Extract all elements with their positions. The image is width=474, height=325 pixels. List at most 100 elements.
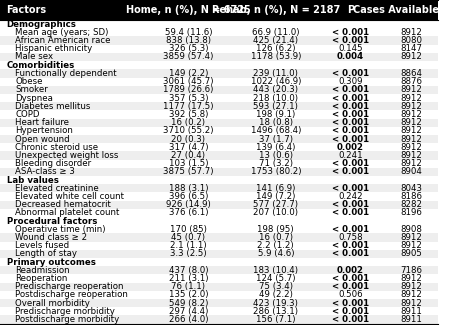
Bar [0, 110, 438, 119]
Text: 1789 (26.6): 1789 (26.6) [163, 85, 213, 94]
Text: 156 (7.1): 156 (7.1) [256, 315, 296, 324]
Text: ASA-class ≥ 3: ASA-class ≥ 3 [15, 167, 75, 176]
Text: Rehab, n (%), N = 2187: Rehab, n (%), N = 2187 [212, 5, 340, 15]
Text: 549 (8.2): 549 (8.2) [169, 299, 208, 308]
Text: < 0.001: < 0.001 [332, 184, 369, 193]
Text: 8912: 8912 [401, 102, 422, 111]
Text: Comorbidities: Comorbidities [7, 61, 75, 70]
Text: 1178 (53.9): 1178 (53.9) [251, 53, 301, 61]
Bar [0, 299, 438, 307]
Text: 27 (0.4): 27 (0.4) [171, 151, 205, 160]
Text: 1496 (68.4): 1496 (68.4) [251, 126, 301, 135]
Text: 45 (0.7): 45 (0.7) [171, 233, 205, 242]
Text: 3061 (45.7): 3061 (45.7) [163, 77, 213, 86]
Text: < 0.001: < 0.001 [332, 315, 369, 324]
Text: < 0.001: < 0.001 [332, 126, 369, 135]
Bar [0, 217, 438, 225]
Text: 20 (0.3): 20 (0.3) [171, 135, 205, 144]
Text: Bleeding disorder: Bleeding disorder [15, 159, 91, 168]
Text: Male sex: Male sex [15, 53, 54, 61]
Text: Hispanic ethnicity: Hispanic ethnicity [15, 44, 92, 53]
Text: 8912: 8912 [401, 53, 422, 61]
Text: < 0.001: < 0.001 [332, 110, 369, 119]
Text: < 0.001: < 0.001 [332, 200, 369, 209]
Text: 8911: 8911 [401, 315, 422, 324]
Text: Readmission: Readmission [15, 266, 70, 275]
Bar [0, 209, 438, 217]
Text: Postdischarge reoperation: Postdischarge reoperation [15, 291, 128, 299]
Text: < 0.001: < 0.001 [332, 36, 369, 45]
Bar [0, 201, 438, 209]
Bar [0, 225, 438, 233]
Bar [0, 77, 438, 86]
Text: 239 (11.0): 239 (11.0) [254, 69, 298, 78]
Text: 7186: 7186 [401, 266, 422, 275]
Text: African American race: African American race [15, 36, 111, 45]
Text: 183 (10.4): 183 (10.4) [253, 266, 298, 275]
Text: 266 (4.0): 266 (4.0) [168, 315, 208, 324]
Text: 0.242: 0.242 [338, 192, 363, 201]
Text: 149 (7.2): 149 (7.2) [256, 192, 295, 201]
Text: < 0.001: < 0.001 [332, 167, 369, 176]
Text: Predischarge morbidity: Predischarge morbidity [15, 307, 115, 316]
Bar [0, 192, 438, 201]
Text: 8912: 8912 [401, 135, 422, 144]
Text: 3.3 (2.5): 3.3 (2.5) [170, 249, 207, 258]
Text: 8912: 8912 [401, 126, 422, 135]
Text: 8912: 8912 [401, 85, 422, 94]
Bar [0, 119, 438, 127]
Text: < 0.001: < 0.001 [332, 159, 369, 168]
Text: Overall morbidity: Overall morbidity [15, 299, 90, 308]
Text: 8912: 8912 [401, 159, 422, 168]
Text: 135 (2.0): 135 (2.0) [168, 291, 208, 299]
Text: 16 (0.7): 16 (0.7) [259, 233, 293, 242]
Text: Abnormal platelet count: Abnormal platelet count [15, 208, 120, 217]
Text: 8905: 8905 [401, 249, 422, 258]
Bar [0, 69, 438, 77]
Bar [0, 28, 438, 36]
Text: 1177 (17.5): 1177 (17.5) [163, 102, 213, 111]
Text: Home, n (%), N = 6725: Home, n (%), N = 6725 [126, 5, 251, 15]
Text: < 0.001: < 0.001 [332, 118, 369, 127]
Text: 8876: 8876 [401, 77, 422, 86]
Text: Smoker: Smoker [15, 85, 48, 94]
Bar [0, 53, 438, 61]
Text: 211 (3.1): 211 (3.1) [168, 274, 208, 283]
Text: 8912: 8912 [401, 274, 422, 283]
Text: Open wound: Open wound [15, 135, 70, 144]
Bar [0, 151, 438, 160]
Text: 396 (6.5): 396 (6.5) [169, 192, 208, 201]
Bar [0, 274, 438, 283]
Bar [0, 36, 438, 45]
Text: Unexpected weight loss: Unexpected weight loss [15, 151, 118, 160]
Text: < 0.001: < 0.001 [332, 282, 369, 291]
Bar [0, 0, 438, 20]
Text: < 0.001: < 0.001 [332, 28, 369, 37]
Bar [0, 176, 438, 184]
Text: 76 (1.1): 76 (1.1) [171, 282, 205, 291]
Text: 8864: 8864 [401, 69, 422, 78]
Text: 8912: 8912 [401, 299, 422, 308]
Text: < 0.001: < 0.001 [332, 307, 369, 316]
Text: 443 (20.3): 443 (20.3) [253, 85, 298, 94]
Text: 0.002: 0.002 [337, 143, 364, 152]
Text: 8911: 8911 [401, 307, 422, 316]
Text: 18 (0.8): 18 (0.8) [259, 118, 293, 127]
Text: 0.506: 0.506 [338, 291, 363, 299]
Text: 297 (4.4): 297 (4.4) [169, 307, 208, 316]
Text: 16 (0.2): 16 (0.2) [171, 118, 205, 127]
Text: 8282: 8282 [401, 200, 422, 209]
Text: Procedural factors: Procedural factors [7, 216, 97, 226]
Text: Heart failure: Heart failure [15, 118, 69, 127]
Text: 59.4 (11.6): 59.4 (11.6) [164, 28, 212, 37]
Text: Mean age (years; SD): Mean age (years; SD) [15, 28, 109, 37]
Text: 13 (0.6): 13 (0.6) [259, 151, 293, 160]
Text: 126 (6.2): 126 (6.2) [256, 44, 296, 53]
Text: 3710 (55.2): 3710 (55.2) [163, 126, 213, 135]
Bar [0, 94, 438, 102]
Bar [0, 160, 438, 168]
Text: 317 (4.7): 317 (4.7) [168, 143, 208, 152]
Text: Decreased hematocrit: Decreased hematocrit [15, 200, 111, 209]
Text: 0.004: 0.004 [337, 53, 364, 61]
Text: 8904: 8904 [401, 167, 422, 176]
